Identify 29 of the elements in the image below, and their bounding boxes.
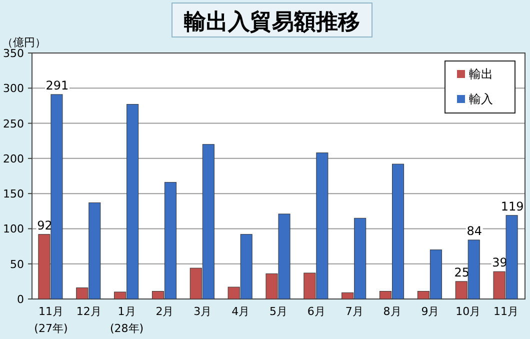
y-tick-label: 250 <box>3 117 24 130</box>
x-tick-label: 6月 <box>307 305 326 318</box>
y-tick-label: 150 <box>3 188 24 201</box>
x-tick-label: 12月 <box>76 305 102 318</box>
x-tick-label: 2月 <box>156 305 174 318</box>
y-axis-title: （億円） <box>2 36 46 49</box>
x-tick-label: 5月 <box>270 305 288 318</box>
data-label: 92 <box>37 218 52 232</box>
data-label: 119 <box>500 199 524 214</box>
y-tick-label: 350 <box>3 47 24 60</box>
y-tick-label: 0 <box>17 293 24 306</box>
x-tick-label: 11月 (27年) <box>34 305 68 335</box>
x-tick-label: 11月 <box>494 305 519 318</box>
x-tick-label: 4月 <box>232 305 250 318</box>
data-label: 291 <box>46 78 69 92</box>
x-tick-label: 3月 <box>194 305 212 318</box>
data-label: 84 <box>466 224 482 238</box>
x-tick-label: 9月 <box>421 305 440 318</box>
legend-label: 輸入 <box>469 92 493 106</box>
legend-label: 輸出 <box>469 67 493 81</box>
x-tick-label: 1月 (28年) <box>110 305 144 335</box>
x-tick-label: 8月 <box>383 305 402 318</box>
y-tick-label: 100 <box>3 222 24 236</box>
y-tick-label: 50 <box>10 258 24 271</box>
x-tick-label: 10月 <box>456 305 481 318</box>
y-tick-label: 200 <box>3 152 24 166</box>
x-tick-label: 7月 <box>345 305 364 318</box>
chart-title: 輸出入貿易額推移 <box>183 10 360 35</box>
y-tick-label: 300 <box>3 82 24 96</box>
